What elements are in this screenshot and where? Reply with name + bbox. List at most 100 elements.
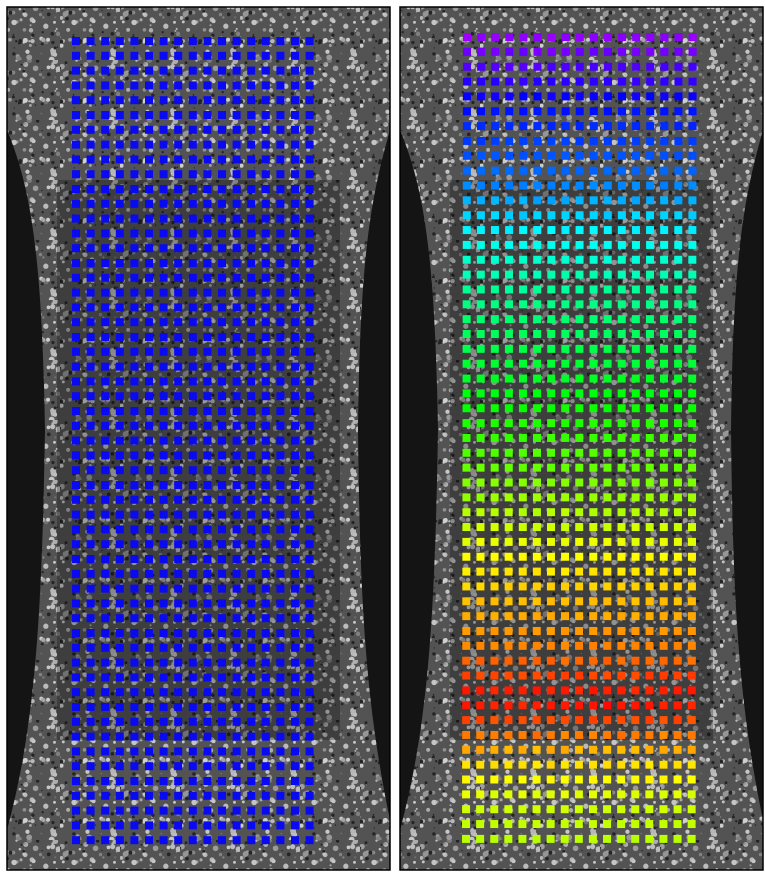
grid-subset xyxy=(291,466,299,474)
grid-subset xyxy=(477,330,485,338)
grid-subset xyxy=(87,200,95,208)
grid-subset xyxy=(218,777,226,785)
grid-subset xyxy=(174,185,182,193)
grid-subset xyxy=(505,582,513,590)
grid-subset xyxy=(533,182,541,190)
grid-subset xyxy=(575,701,583,709)
grid-subset xyxy=(632,48,640,56)
grid-subset xyxy=(688,196,696,204)
grid-subset xyxy=(72,37,80,45)
grid-subset xyxy=(590,33,598,41)
grid-subset xyxy=(72,244,80,252)
grid-subset xyxy=(631,805,639,813)
grid-subset xyxy=(291,481,299,489)
grid-subset xyxy=(688,434,696,442)
grid-subset xyxy=(533,642,541,650)
grid-subset xyxy=(291,540,299,548)
grid-subset xyxy=(87,496,95,504)
grid-subset xyxy=(632,538,640,546)
grid-subset xyxy=(262,333,270,341)
grid-subset xyxy=(160,96,168,104)
grid-subset xyxy=(233,703,241,711)
grid-subset xyxy=(603,790,611,798)
grid-subset xyxy=(660,300,668,308)
grid-subset xyxy=(491,404,499,412)
grid-subset xyxy=(491,256,499,264)
grid-subset xyxy=(547,449,555,457)
grid-subset xyxy=(87,451,95,459)
grid-subset xyxy=(575,493,583,501)
grid-subset xyxy=(660,627,668,635)
grid-subset xyxy=(645,790,653,798)
grid-subset xyxy=(145,303,153,311)
grid-subset xyxy=(130,289,138,297)
grid-subset xyxy=(116,318,124,326)
grid-subset xyxy=(87,821,95,829)
grid-subset xyxy=(674,167,682,175)
grid-subset xyxy=(547,642,555,650)
grid-subset xyxy=(218,377,226,385)
grid-subset xyxy=(130,585,138,593)
grid-subset xyxy=(477,315,485,323)
grid-subset xyxy=(247,303,255,311)
grid-subset xyxy=(72,348,80,356)
grid-subset xyxy=(130,37,138,45)
grid-subset xyxy=(276,215,284,223)
grid-subset xyxy=(306,81,314,89)
grid-subset xyxy=(233,333,241,341)
grid-subset xyxy=(561,464,569,472)
grid-subset xyxy=(233,659,241,667)
grid-subset xyxy=(688,389,696,397)
grid-subset xyxy=(160,496,168,504)
grid-subset xyxy=(589,434,597,442)
grid-subset xyxy=(533,568,541,576)
grid-subset xyxy=(561,404,569,412)
grid-subset xyxy=(491,182,499,190)
grid-subset xyxy=(306,718,314,726)
grid-subset xyxy=(72,422,80,430)
grid-subset xyxy=(145,407,153,415)
grid-subset xyxy=(174,629,182,637)
grid-subset xyxy=(306,111,314,119)
grid-subset xyxy=(189,570,197,578)
grid-subset xyxy=(477,48,485,56)
grid-subset xyxy=(189,540,197,548)
grid-subset xyxy=(189,511,197,519)
grid-subset xyxy=(688,137,696,145)
grid-subset xyxy=(618,211,626,219)
grid-subset xyxy=(189,81,197,89)
grid-subset xyxy=(688,820,696,828)
grid-subset xyxy=(87,141,95,149)
grid-subset xyxy=(218,126,226,134)
grid-subset xyxy=(189,348,197,356)
grid-subset xyxy=(306,599,314,607)
grid-subset xyxy=(160,155,168,163)
grid-subset xyxy=(130,540,138,548)
grid-subset xyxy=(660,419,668,427)
grid-subset xyxy=(646,107,654,115)
grid-subset xyxy=(590,345,598,353)
grid-subset xyxy=(632,568,640,576)
grid-subset xyxy=(490,790,498,798)
grid-subset xyxy=(617,746,625,754)
grid-subset xyxy=(490,761,498,769)
grid-subset xyxy=(306,673,314,681)
grid-subset xyxy=(189,392,197,400)
grid-subset xyxy=(116,185,124,193)
grid-subset xyxy=(533,256,541,264)
grid-subset xyxy=(590,256,598,264)
grid-subset xyxy=(291,673,299,681)
grid-subset xyxy=(160,170,168,178)
grid-subset xyxy=(547,285,555,293)
grid-subset xyxy=(276,585,284,593)
grid-subset xyxy=(519,285,527,293)
grid-subset xyxy=(462,657,470,665)
grid-subset xyxy=(174,777,182,785)
grid-subset xyxy=(203,599,211,607)
grid-subset xyxy=(589,508,597,516)
grid-subset xyxy=(646,285,654,293)
grid-subset xyxy=(689,33,697,41)
grid-subset xyxy=(519,523,527,531)
grid-subset xyxy=(203,96,211,104)
grid-subset xyxy=(160,688,168,696)
